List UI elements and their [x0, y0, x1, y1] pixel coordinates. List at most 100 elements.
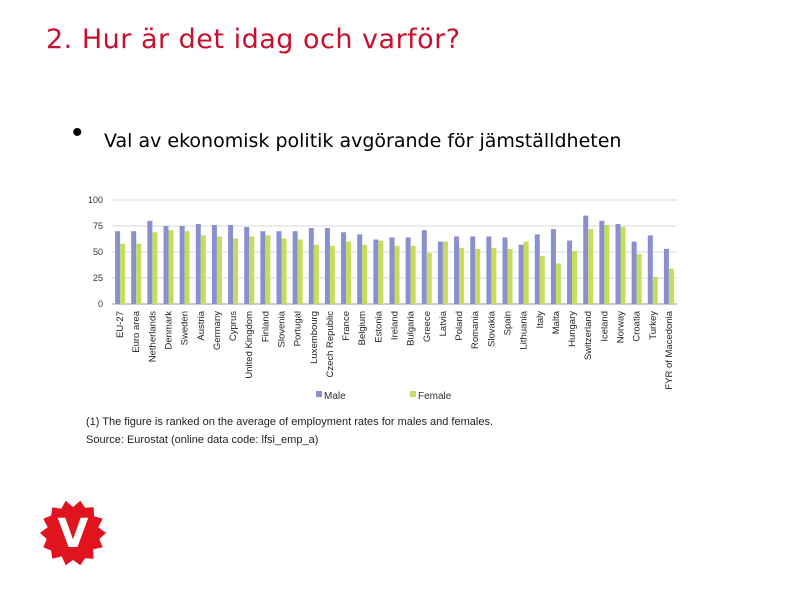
- bar-male: [405, 237, 411, 304]
- x-tick-label: Slovenia: [277, 310, 288, 347]
- bar-male: [147, 220, 153, 304]
- x-tick-label: Poland: [454, 311, 465, 341]
- x-tick-label: EU-27: [115, 311, 126, 338]
- x-tick-label: Romania: [470, 310, 481, 349]
- bar-female: [297, 239, 303, 304]
- bar-female: [652, 276, 658, 304]
- bullet-text: Val av ekonomisk politik avgörande för j…: [104, 130, 622, 152]
- x-tick-label: Italy: [535, 311, 546, 329]
- bar-female: [442, 241, 448, 304]
- y-tick-label: 50: [93, 247, 103, 257]
- bar-male: [228, 224, 234, 304]
- x-tick-label: Switzerland: [583, 311, 594, 360]
- x-tick-label: Luxembourg: [309, 311, 320, 364]
- bar-male: [163, 226, 169, 304]
- bar-female: [378, 240, 384, 304]
- x-tick-label: Spain: [503, 311, 514, 335]
- bar-female: [281, 238, 287, 304]
- bar-male: [324, 228, 330, 304]
- x-tick-label: Slovakia: [486, 310, 497, 347]
- x-tick-label: Germany: [212, 311, 223, 350]
- bar-female: [152, 232, 158, 304]
- bar-female: [604, 224, 610, 304]
- bar-male: [663, 248, 669, 304]
- bar-male: [502, 237, 508, 304]
- x-tick-label: Turkey: [648, 311, 659, 340]
- bar-male: [389, 237, 395, 304]
- bar-male: [131, 231, 137, 304]
- x-tick-label: Sweden: [180, 311, 191, 345]
- bar-female: [346, 241, 352, 304]
- footnote-source: Source: Eurostat (online data code: lfsi…: [86, 434, 319, 446]
- bar-female: [572, 250, 578, 304]
- bar-female: [233, 238, 239, 304]
- x-tick-label: Denmark: [164, 311, 175, 350]
- legend-label-male: Male: [324, 391, 346, 402]
- bar-female: [120, 243, 126, 304]
- footnote-ranking: (1) The figure is ranked on the average …: [86, 416, 494, 428]
- bar-female: [329, 245, 335, 304]
- x-tick-label: United Kingdom: [244, 311, 255, 379]
- x-tick-label: FYR of Macedonia: [664, 310, 675, 389]
- bar-male: [631, 241, 637, 304]
- x-tick-label: Portugal: [293, 311, 304, 346]
- bar-female: [459, 247, 465, 304]
- bar-male: [599, 220, 605, 304]
- party-logo-icon: V: [40, 500, 106, 566]
- bar-female: [249, 236, 255, 304]
- bar-female: [265, 235, 271, 304]
- x-tick-label: Estonia: [373, 310, 384, 342]
- bar-female: [313, 244, 319, 304]
- x-tick-label: Norway: [616, 311, 627, 343]
- legend-label-female: Female: [418, 391, 452, 402]
- x-tick-label: Belgium: [357, 311, 368, 345]
- x-tick-label: Iceland: [599, 311, 610, 342]
- bar-male: [292, 231, 298, 304]
- bar-male: [518, 244, 524, 304]
- bar-female: [200, 235, 206, 304]
- bar-male: [615, 223, 621, 304]
- bar-female: [410, 245, 416, 304]
- bar-female: [475, 248, 481, 304]
- x-tick-label: Bulgaria: [406, 310, 417, 346]
- x-tick-label: Croatia: [632, 310, 643, 341]
- legend-swatch-male: [316, 391, 322, 397]
- y-tick-label: 100: [88, 195, 103, 205]
- bar-male: [486, 236, 492, 304]
- bar-male: [211, 224, 217, 304]
- bar-female: [394, 245, 400, 304]
- bar-male: [115, 231, 121, 304]
- bar-female: [555, 263, 561, 304]
- y-tick-label: 0: [98, 299, 103, 309]
- bullet-icon: •: [72, 116, 83, 149]
- bar-female: [588, 229, 594, 304]
- bar-male: [437, 241, 443, 304]
- slide-title: 2. Hur är det idag och varför?: [46, 24, 461, 55]
- bar-male: [244, 227, 250, 304]
- y-tick-label: 25: [93, 273, 103, 283]
- logo-splash: [40, 500, 106, 566]
- bar-male: [357, 234, 363, 304]
- bar-male: [470, 236, 476, 304]
- legend-swatch-female: [410, 391, 416, 397]
- bar-female: [668, 268, 674, 304]
- bar-female: [636, 254, 642, 304]
- bar-female: [523, 241, 529, 304]
- bar-male: [550, 229, 556, 304]
- bar-female: [184, 231, 190, 304]
- x-tick-label: Austria: [196, 310, 207, 340]
- bar-male: [454, 236, 460, 304]
- bar-male: [179, 226, 185, 304]
- bar-male: [647, 235, 653, 304]
- bar-female: [507, 248, 513, 304]
- bar-male: [373, 239, 379, 304]
- bar-female: [168, 230, 174, 304]
- x-tick-label: Ireland: [390, 311, 401, 340]
- bar-male: [583, 215, 589, 304]
- bar-male: [421, 230, 427, 304]
- bar-male: [534, 234, 540, 304]
- x-tick-label: Netherlands: [147, 311, 158, 362]
- bar-female: [216, 236, 222, 304]
- bar-male: [276, 231, 282, 304]
